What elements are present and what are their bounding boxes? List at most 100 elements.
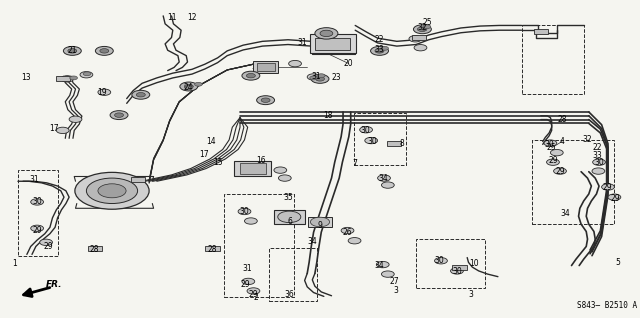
Circle shape bbox=[110, 111, 128, 120]
Circle shape bbox=[375, 49, 383, 53]
Circle shape bbox=[31, 199, 44, 205]
Text: 30: 30 bbox=[594, 158, 604, 167]
Bar bbox=[269, 248, 317, 301]
Text: 36: 36 bbox=[284, 290, 294, 299]
Circle shape bbox=[360, 127, 372, 133]
Text: 11: 11 bbox=[167, 13, 176, 22]
Text: 28: 28 bbox=[90, 245, 99, 254]
Text: 30: 30 bbox=[435, 256, 445, 265]
Circle shape bbox=[451, 268, 463, 274]
Bar bbox=[131, 177, 145, 182]
Circle shape bbox=[376, 261, 389, 268]
Text: 33: 33 bbox=[593, 151, 603, 160]
Circle shape bbox=[185, 86, 193, 89]
Circle shape bbox=[31, 225, 44, 232]
Circle shape bbox=[132, 90, 150, 99]
Text: 28: 28 bbox=[557, 115, 566, 124]
Circle shape bbox=[40, 239, 52, 245]
Text: 30: 30 bbox=[367, 137, 377, 146]
Text: 31: 31 bbox=[29, 175, 39, 184]
Text: 16: 16 bbox=[256, 156, 266, 165]
Circle shape bbox=[246, 73, 255, 78]
Text: 29: 29 bbox=[602, 183, 612, 192]
Text: 3: 3 bbox=[393, 287, 398, 295]
Circle shape bbox=[316, 77, 324, 81]
Text: 22: 22 bbox=[374, 35, 383, 44]
Circle shape bbox=[371, 46, 388, 55]
Circle shape bbox=[83, 72, 91, 76]
Circle shape bbox=[592, 168, 605, 174]
Text: 9: 9 bbox=[317, 221, 323, 230]
Circle shape bbox=[423, 25, 431, 29]
Text: 7: 7 bbox=[353, 159, 358, 168]
Circle shape bbox=[238, 208, 251, 215]
Circle shape bbox=[115, 113, 124, 117]
Text: 25: 25 bbox=[547, 143, 557, 152]
Circle shape bbox=[242, 71, 260, 80]
Text: 30: 30 bbox=[544, 140, 554, 149]
Circle shape bbox=[307, 74, 320, 80]
Circle shape bbox=[348, 238, 361, 244]
Bar bbox=[308, 217, 332, 227]
Bar bbox=[240, 163, 266, 174]
Circle shape bbox=[257, 96, 275, 105]
Text: 34: 34 bbox=[560, 209, 570, 218]
Circle shape bbox=[375, 49, 384, 53]
Text: 28: 28 bbox=[208, 245, 217, 254]
Circle shape bbox=[247, 288, 260, 294]
Text: S843– B2510 A: S843– B2510 A bbox=[577, 301, 637, 310]
Circle shape bbox=[547, 159, 559, 165]
Circle shape bbox=[550, 149, 563, 156]
Text: 33: 33 bbox=[374, 45, 385, 54]
Text: 4: 4 bbox=[559, 137, 564, 146]
Text: 1: 1 bbox=[12, 259, 17, 268]
Text: 30: 30 bbox=[360, 126, 370, 135]
Text: 29: 29 bbox=[32, 226, 42, 235]
Bar bbox=[234, 161, 271, 176]
Text: 30: 30 bbox=[32, 197, 42, 206]
Bar bbox=[452, 265, 467, 270]
Circle shape bbox=[242, 278, 255, 285]
Circle shape bbox=[195, 82, 202, 86]
Text: 15: 15 bbox=[212, 158, 223, 167]
Text: 12: 12 bbox=[188, 13, 196, 22]
Circle shape bbox=[593, 159, 605, 165]
Circle shape bbox=[409, 36, 422, 42]
Circle shape bbox=[381, 271, 394, 277]
Bar bbox=[257, 63, 275, 71]
Bar bbox=[522, 25, 584, 94]
Circle shape bbox=[69, 116, 82, 122]
Text: 26: 26 bbox=[342, 228, 353, 237]
Text: 6: 6 bbox=[287, 217, 292, 225]
Bar bbox=[315, 38, 351, 50]
Text: 19: 19 bbox=[97, 88, 108, 97]
Circle shape bbox=[365, 137, 378, 144]
Bar bbox=[18, 170, 58, 256]
Circle shape bbox=[435, 258, 447, 264]
Bar bbox=[274, 210, 305, 224]
Text: 22: 22 bbox=[593, 143, 602, 152]
Circle shape bbox=[608, 194, 621, 200]
Text: 32: 32 bbox=[417, 23, 428, 31]
Bar bbox=[354, 113, 406, 165]
Circle shape bbox=[554, 168, 566, 174]
Circle shape bbox=[261, 98, 270, 102]
Circle shape bbox=[278, 211, 301, 223]
Circle shape bbox=[80, 72, 93, 78]
Circle shape bbox=[381, 182, 394, 188]
Text: 13: 13 bbox=[20, 73, 31, 82]
Text: 17: 17 bbox=[198, 150, 209, 159]
Text: 29: 29 bbox=[611, 194, 621, 203]
Bar bbox=[253, 61, 278, 73]
Circle shape bbox=[70, 76, 77, 80]
Circle shape bbox=[602, 184, 614, 190]
Circle shape bbox=[378, 175, 390, 181]
Text: 8: 8 bbox=[399, 139, 404, 148]
Circle shape bbox=[75, 172, 149, 209]
Circle shape bbox=[278, 175, 291, 181]
Text: 3: 3 bbox=[468, 290, 473, 299]
Circle shape bbox=[311, 74, 329, 83]
Text: 30: 30 bbox=[239, 207, 250, 216]
Text: 21: 21 bbox=[68, 46, 77, 55]
Text: 5: 5 bbox=[616, 258, 621, 267]
